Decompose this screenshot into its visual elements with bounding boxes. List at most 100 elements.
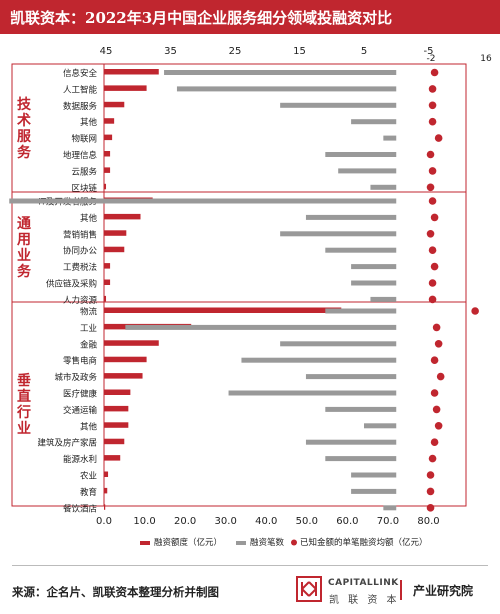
amount-bar (104, 504, 106, 510)
bottom-axis-tick: 0.0 (96, 516, 112, 527)
avg-dot (428, 279, 437, 287)
category-label: 其他 (80, 117, 98, 128)
category-label: 物流 (80, 307, 98, 318)
amount-bar (104, 183, 107, 190)
amount-bar (104, 213, 141, 220)
count-bar (325, 152, 397, 157)
amount-bar (104, 405, 129, 412)
bottom-axis-tick: 70.0 (377, 516, 399, 527)
amount-bar (104, 118, 115, 124)
category-label: 零售电商 (63, 356, 97, 367)
group-label-char: 用 (17, 232, 31, 248)
category-label: 协同办公 (63, 246, 98, 257)
amount-bar (104, 356, 147, 363)
avg-dot (426, 183, 435, 192)
count-bar (370, 296, 397, 302)
amount-bar (104, 455, 121, 461)
category-label: 数据服务 (63, 101, 98, 112)
category-label: 城市及政务 (54, 372, 97, 383)
category-label: 教育 (80, 487, 97, 498)
brand-name-cn: 凯 联 资 本 (329, 595, 400, 606)
count-bar (383, 135, 397, 141)
top-axis-tick: 35 (164, 46, 177, 57)
amount-bar (104, 279, 111, 285)
avg-dot (430, 213, 439, 222)
category-label: 其他 (80, 421, 98, 432)
count-bar (364, 423, 397, 429)
count-bar (383, 505, 397, 511)
category-label: 餐饮酒店 (63, 503, 98, 514)
bottom-axis-tick: 10.0 (133, 516, 155, 527)
avg-dot (428, 101, 437, 110)
count-bar (370, 184, 397, 190)
legend-amount-label: 融资额度（亿元） (154, 537, 222, 548)
count-bar (351, 488, 397, 494)
count-bar (325, 456, 397, 462)
avg-dot (428, 117, 437, 126)
count-bar (228, 390, 397, 396)
category-label: 其他 (80, 213, 98, 224)
count-bar (351, 119, 397, 125)
amount-bar (104, 471, 109, 477)
count-bar (280, 102, 397, 108)
bottom-axis-tick: 20.0 (174, 516, 196, 527)
count-bar (125, 324, 397, 330)
bottom-axis-tick: 30.0 (215, 516, 237, 527)
group-label-char: 行 (16, 404, 31, 421)
count-bar (9, 198, 397, 204)
count-bar (305, 439, 397, 445)
category-label: 区块链 (71, 183, 97, 194)
avg-dot (430, 389, 439, 397)
avg-dot (434, 422, 443, 430)
group-label-char: 务 (17, 263, 32, 280)
category-label: 供应链及采购 (46, 279, 97, 290)
amount-bar (104, 487, 108, 494)
category-label: 农业 (80, 471, 97, 482)
group-label-char: 业 (17, 248, 31, 264)
count-bar (164, 70, 397, 75)
source-note: 来源：企名片、凯联资本整理分析并制图 (12, 585, 219, 599)
category-label: 云服务 (71, 166, 97, 177)
amount-bar (104, 101, 125, 108)
group-label-char: 服 (17, 129, 32, 145)
category-label: 营销销售 (63, 229, 97, 240)
avg-dot (430, 262, 439, 271)
brand-name-en: CAPITALLINK (328, 578, 399, 588)
amount-bar (104, 263, 111, 269)
category-label: 建筑及房产家居 (37, 438, 97, 449)
category-label: 能源水利 (63, 454, 97, 465)
count-bar (338, 168, 397, 174)
amount-bar (104, 422, 129, 428)
group-label-char: 技 (17, 96, 32, 113)
category-label: 人工智能 (63, 84, 98, 95)
avg-dot (430, 356, 439, 365)
plot-frame (11, 63, 467, 507)
amount-bar (104, 307, 342, 313)
category-label: 工业 (80, 323, 97, 334)
footer-divider (12, 565, 488, 566)
title-banner: 凯联资本：2022年3月中国企业服务细分领域投融资对比 (0, 0, 500, 34)
amount-bar (104, 246, 125, 253)
bottom-axis-tick: 50.0 (296, 516, 318, 527)
top-axis-tick: -5 (424, 46, 434, 57)
count-bar (305, 374, 397, 380)
count-bar (351, 280, 397, 286)
count-bar (280, 341, 397, 347)
avg-dot (432, 323, 441, 332)
category-label: 地理信息 (63, 150, 98, 161)
footer-separator (400, 580, 402, 600)
legend-count-swatch (236, 541, 246, 545)
category-label: 信息安全 (63, 68, 98, 79)
avg-dot (426, 230, 435, 238)
top-axis-tick: 45 (100, 46, 113, 57)
amount-bar (104, 295, 107, 302)
legend-amount-swatch (140, 541, 150, 545)
count-bar (351, 264, 397, 270)
avg-dot (428, 295, 437, 304)
avg-dot (426, 487, 435, 496)
count-bar (241, 357, 397, 363)
bottom-axis-tick: 40.0 (255, 516, 277, 527)
group-label-char: 业 (17, 421, 31, 437)
count-bar (280, 231, 397, 237)
chart-title: 凯联资本：2022年3月中国企业服务细分领域投融资对比 (10, 9, 393, 27)
